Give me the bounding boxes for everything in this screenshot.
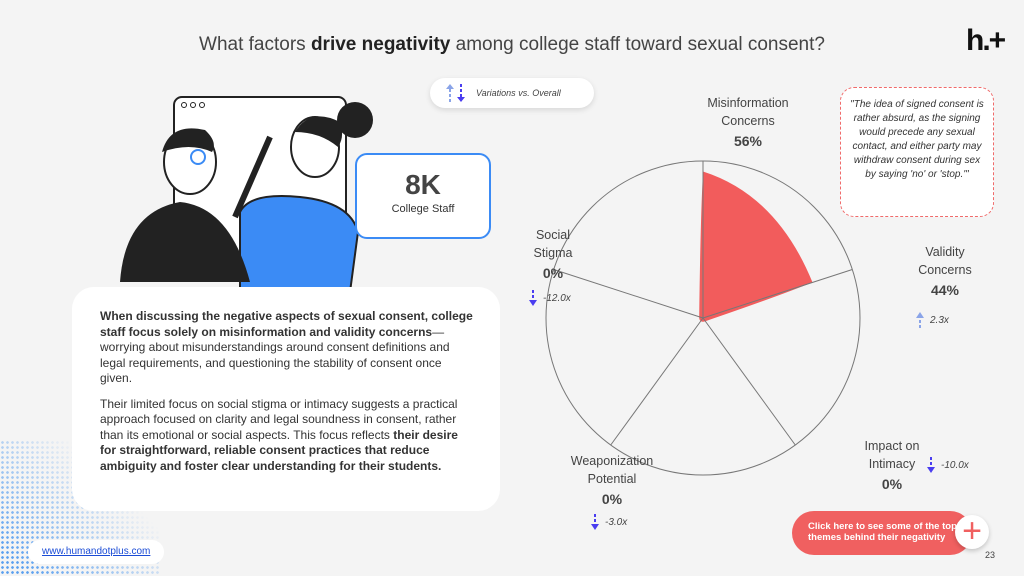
variation-social-stigma: -12.0x xyxy=(528,289,571,307)
arrow-up-icon xyxy=(916,312,924,328)
brand-logo: h.+ xyxy=(966,24,1006,57)
variation-validity: 2.3x xyxy=(915,311,949,329)
themes-cta-button[interactable]: Click here to see some of the top themes… xyxy=(792,511,972,555)
legend-label: Variations vs. Overall xyxy=(476,88,561,98)
arrow-down-icon xyxy=(591,514,599,530)
variation-intimacy: -10.0x xyxy=(926,456,969,474)
radar-spoke xyxy=(702,317,796,446)
label-weaponization: Weaponization Potential 0% xyxy=(570,454,654,507)
stat-card: 8K College Staff xyxy=(355,153,491,239)
staff-illustration xyxy=(120,96,373,292)
label-intimacy: Impact on Intimacy 0% xyxy=(864,439,920,492)
variation-weaponization: -3.0x xyxy=(590,513,627,531)
radar-spoke xyxy=(702,269,853,319)
radar-spoke xyxy=(553,269,704,319)
summary-text: When discussing the negative aspects of … xyxy=(72,287,500,511)
up-down-arrows-icon xyxy=(446,84,465,102)
label-validity: Validity Concerns 44% xyxy=(918,245,972,298)
plus-icon[interactable]: + xyxy=(955,514,989,549)
summary-paragraph-1: When discussing the negative aspects of … xyxy=(100,309,473,385)
summary-paragraph-2: Their limited focus on social stigma or … xyxy=(100,396,458,473)
variation-legend: Variations vs. Overall xyxy=(430,78,594,108)
stat-value: 8K xyxy=(405,169,441,200)
label-social-stigma: Social Stigma 0% xyxy=(533,228,573,281)
label-misinformation: Misinformation Concerns 56% xyxy=(707,96,789,149)
stat-label: College Staff xyxy=(391,203,455,215)
arrow-down-icon xyxy=(927,457,935,473)
website-link[interactable]: www.humandotplus.com xyxy=(28,540,165,564)
page-title: What factors drive negativity among coll… xyxy=(199,34,825,55)
radar-area xyxy=(699,171,813,322)
arrow-down-icon xyxy=(529,290,537,306)
radar-spoke xyxy=(610,317,704,446)
quote-callout: "The idea of signed consent is rather ab… xyxy=(840,87,994,217)
page-number: 23 xyxy=(985,550,996,560)
